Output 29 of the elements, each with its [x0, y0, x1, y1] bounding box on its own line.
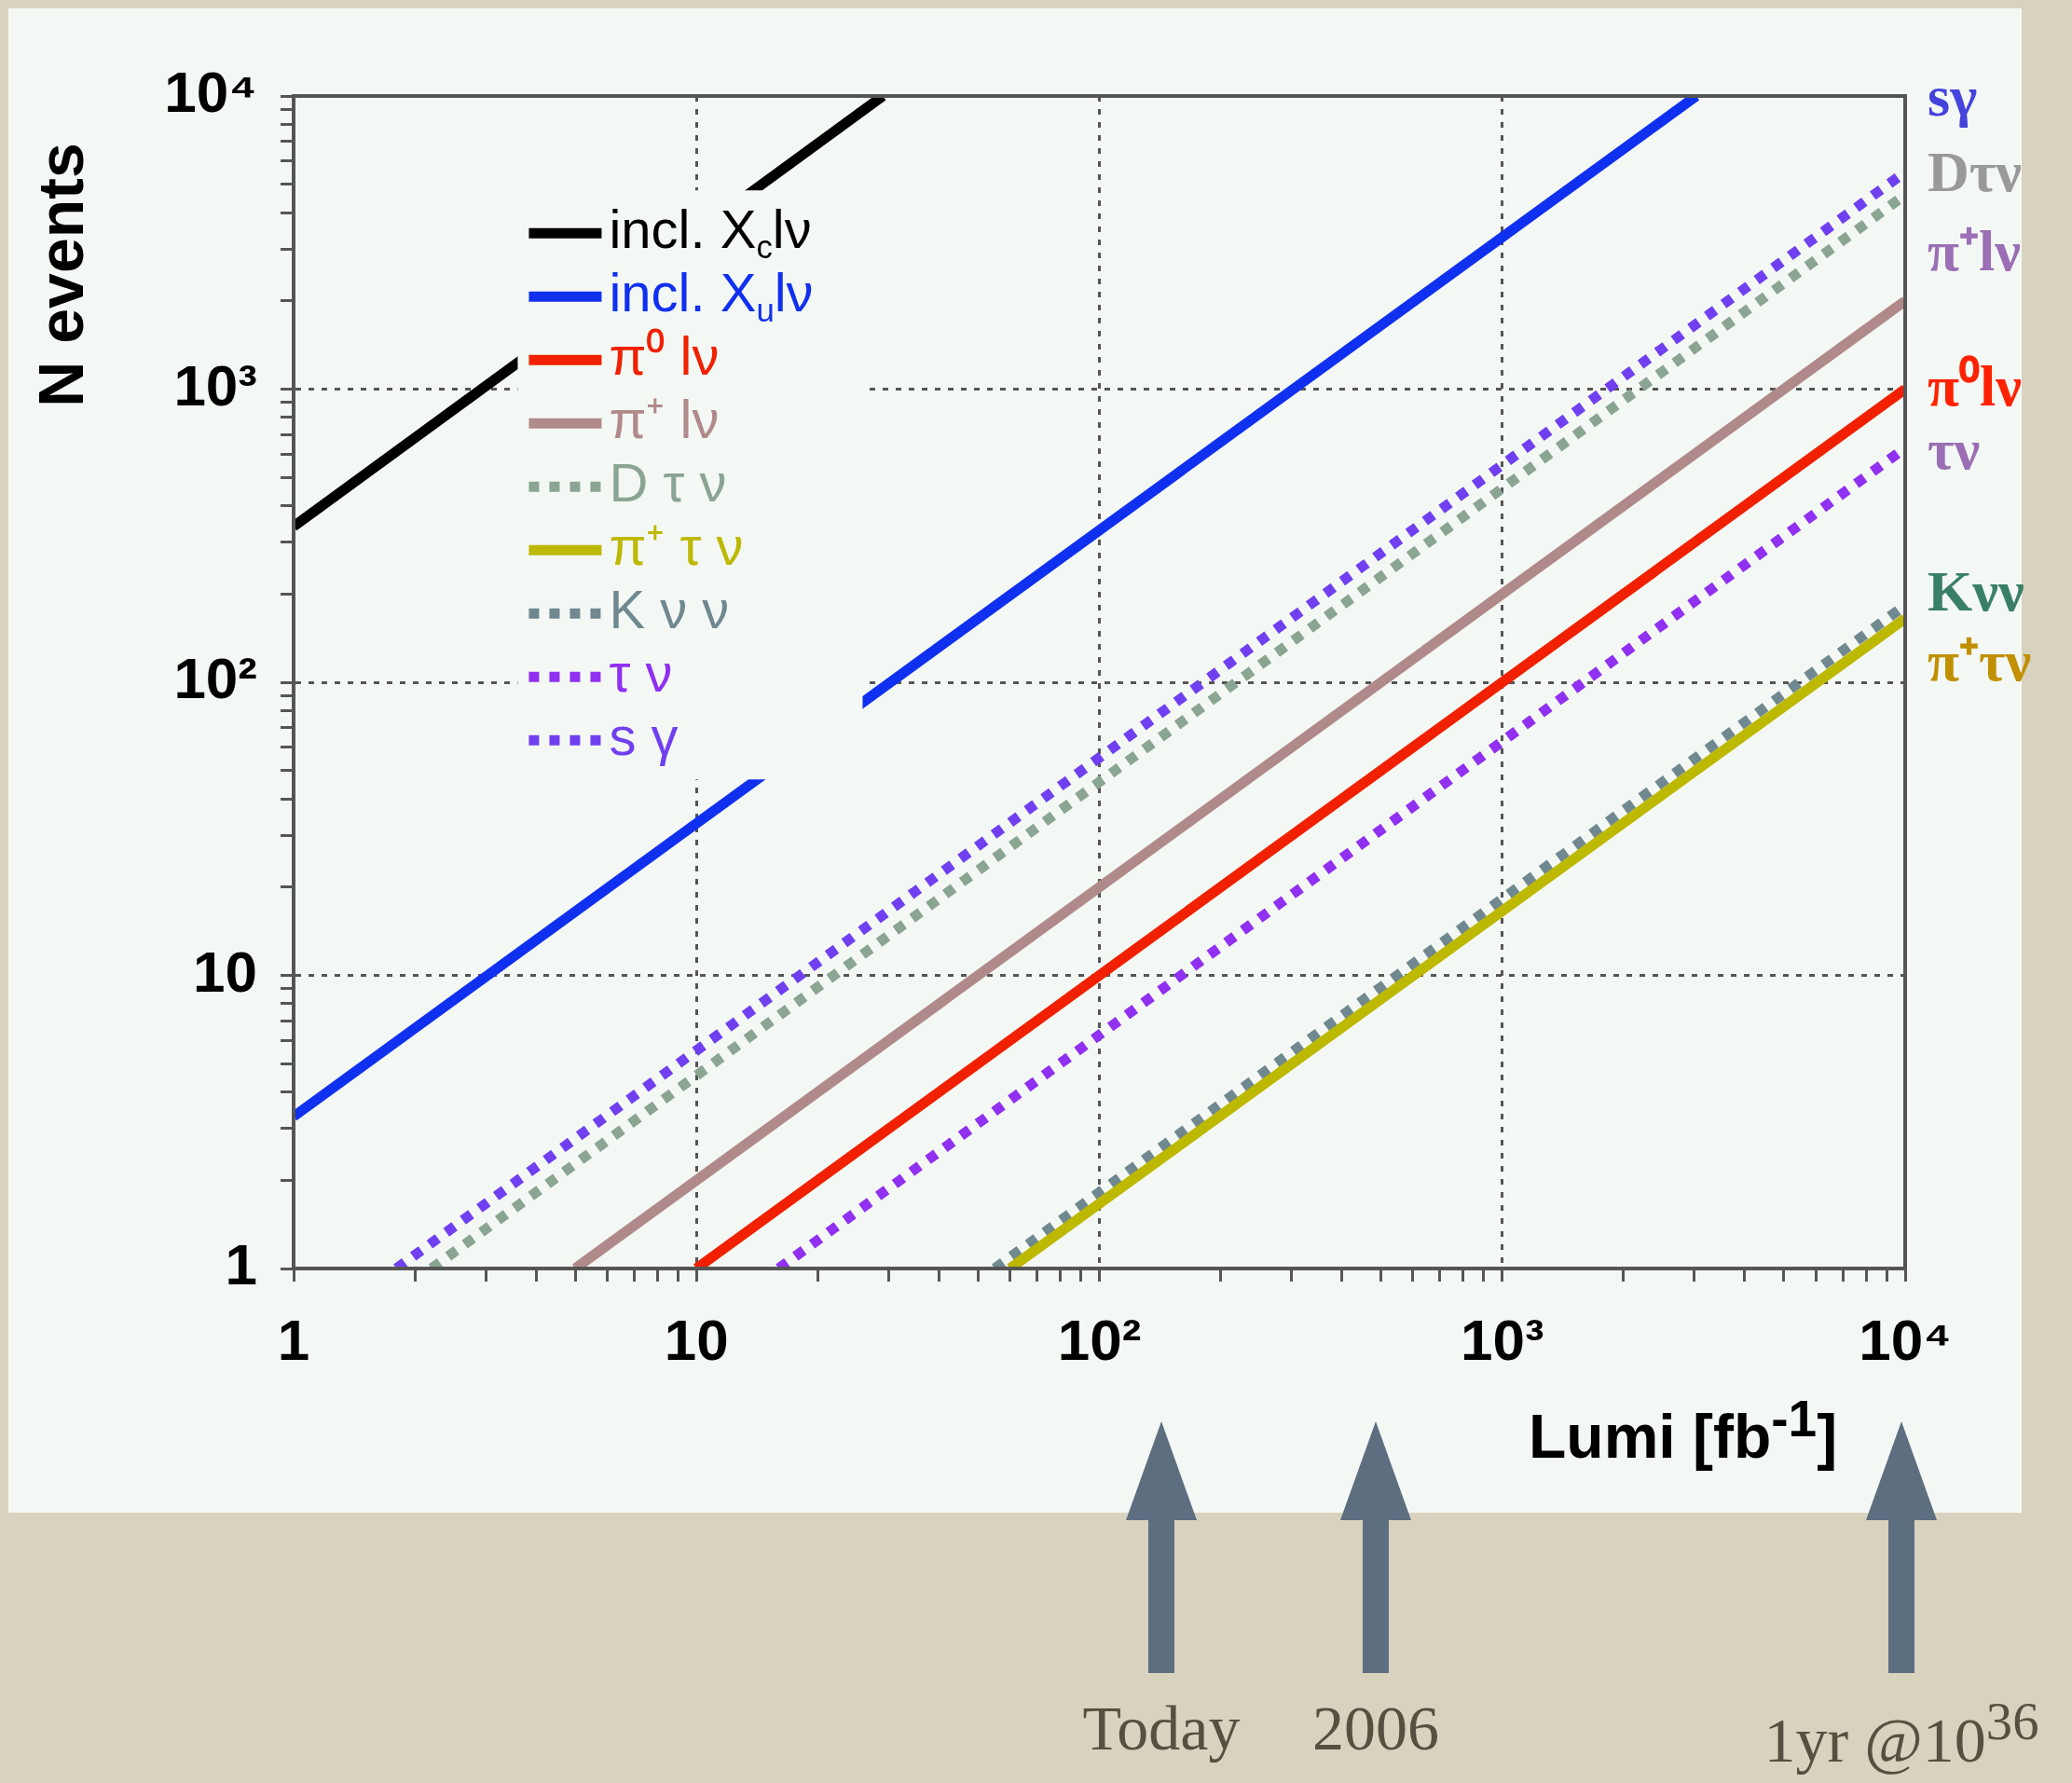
legend-label: s γ	[609, 706, 679, 767]
y-tick-label: 1	[225, 1232, 257, 1297]
legend-label: π⁺ lν	[609, 389, 720, 450]
y-tick-label: 10³	[173, 352, 257, 418]
x-tick-label: 10⁴	[1859, 1308, 1952, 1373]
legend-label: π⁺ τ ν	[609, 515, 744, 577]
x-tick-label: 10	[664, 1308, 729, 1373]
legend-label: τ ν	[609, 642, 673, 704]
text: π⁰lν	[1928, 353, 2022, 419]
y-tick-label: 10⁴	[164, 60, 257, 125]
text: π⁺lν	[1928, 218, 2021, 284]
x-axis-title: Lumi [fb$^{-1}$]	[1529, 1389, 1838, 1472]
legend-label: π⁰ lν	[609, 325, 720, 387]
x-tick-label: 10²	[1057, 1308, 1142, 1373]
text: π⁺τν	[1928, 628, 2032, 694]
text: Kνν	[1928, 558, 2024, 624]
legend-label: D τ ν	[609, 452, 727, 514]
text: 2006	[1312, 1693, 1439, 1763]
x-tick-label: 1	[277, 1308, 310, 1373]
x-tick-label: 10³	[1460, 1308, 1544, 1373]
text: τν	[1928, 417, 1981, 483]
y-tick-label: 10	[193, 939, 257, 1004]
text: Today	[1082, 1693, 1241, 1763]
legend-label: K ν ν	[609, 579, 730, 640]
text: 1yr @10$^{36}$	[1763, 1692, 2040, 1777]
y-tick-label: 10²	[173, 646, 257, 711]
text: sγ	[1928, 63, 1978, 130]
text: Dτν	[1928, 139, 2023, 205]
y-axis-title: N events	[24, 143, 97, 407]
